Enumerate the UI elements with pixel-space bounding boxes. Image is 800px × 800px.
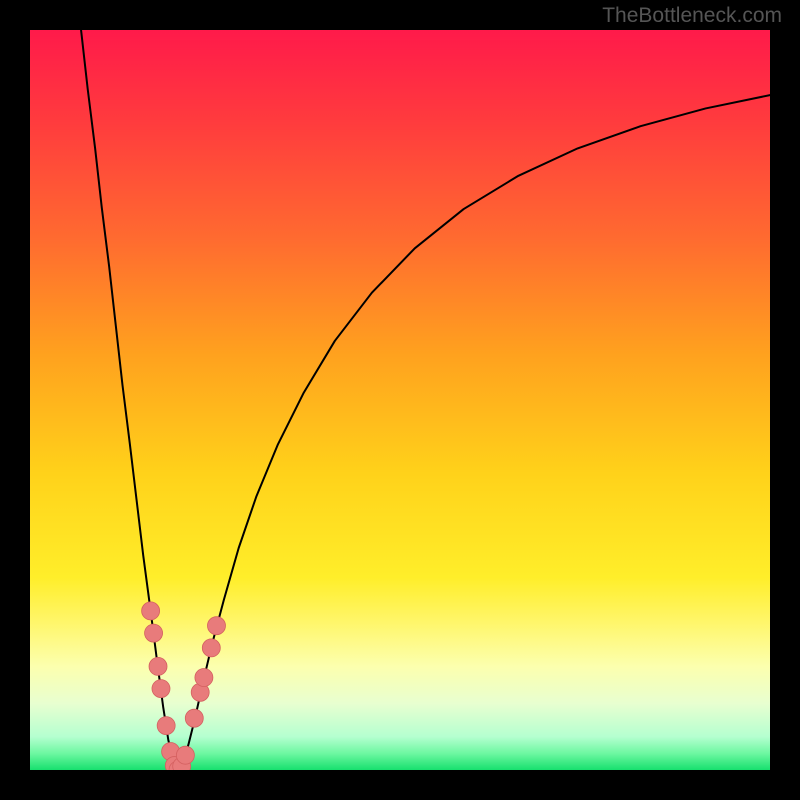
curve-marker	[157, 717, 175, 735]
curve-marker	[152, 680, 170, 698]
bottleneck-curve-chart	[0, 0, 800, 800]
curve-marker	[142, 602, 160, 620]
curve-marker	[202, 639, 220, 657]
curve-marker	[176, 746, 194, 764]
chart-container: TheBottleneck.com	[0, 0, 800, 800]
curve-marker	[195, 669, 213, 687]
curve-marker	[149, 657, 167, 675]
curve-marker	[207, 617, 225, 635]
curve-marker	[145, 624, 163, 642]
watermark-text: TheBottleneck.com	[602, 4, 782, 28]
curve-marker	[185, 709, 203, 727]
chart-plot-background	[30, 30, 770, 770]
